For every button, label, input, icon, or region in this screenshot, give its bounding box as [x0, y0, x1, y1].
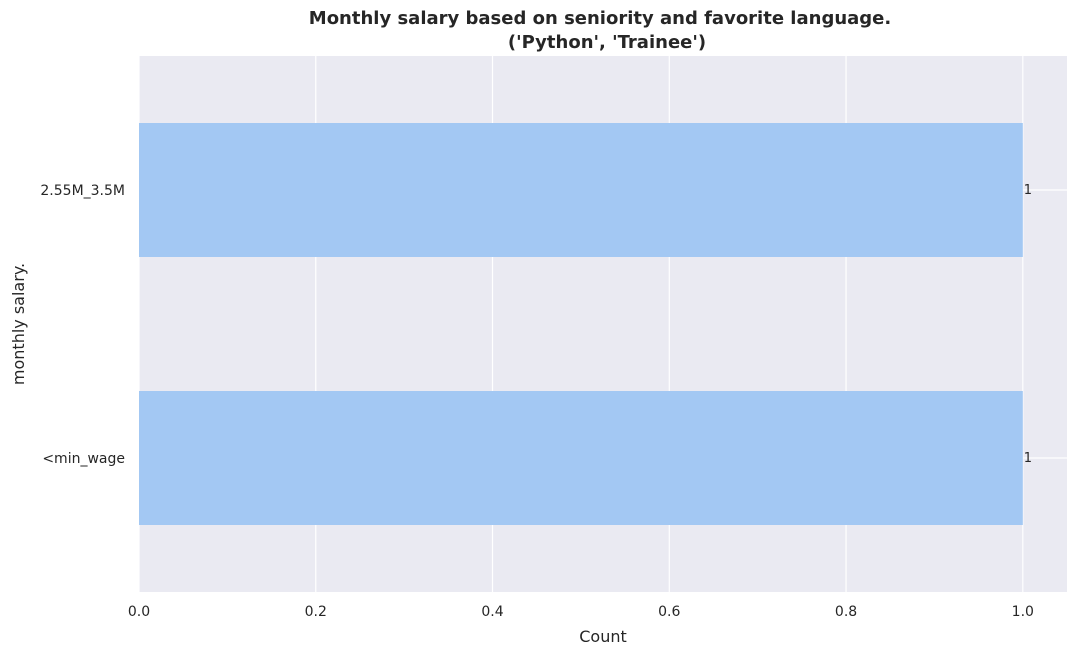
x-tick-label: 0.8	[835, 604, 857, 620]
x-tick-label: 0.4	[481, 604, 503, 620]
bar-value-label: 1	[1024, 451, 1032, 466]
x-tick-label: 1.0	[1012, 604, 1034, 620]
bar	[139, 391, 1023, 525]
x-tick-layer: 0.0 0.2 0.4 0.6 0.8 1.0	[128, 604, 1034, 620]
bar	[139, 123, 1023, 257]
y-tick-label: <min_wage	[42, 451, 125, 467]
y-axis-label: monthly salary.	[9, 263, 28, 385]
x-tick-label: 0.2	[305, 604, 327, 620]
bar-layer	[139, 123, 1023, 525]
y-tick-label: 2.55M_3.5M	[40, 183, 125, 199]
chart-subtitle: ('Python', 'Trainee')	[508, 32, 706, 53]
bar-value-label: 1	[1024, 183, 1032, 198]
label-layer: 11	[1024, 183, 1032, 466]
x-tick-label: 0.0	[128, 604, 150, 620]
chart-title: Monthly salary based on seniority and fa…	[309, 8, 891, 29]
y-tick-layer: 2.55M_3.5M <min_wage	[40, 183, 125, 467]
x-tick-label: 0.6	[658, 604, 680, 620]
x-axis-label: Count	[579, 627, 627, 646]
